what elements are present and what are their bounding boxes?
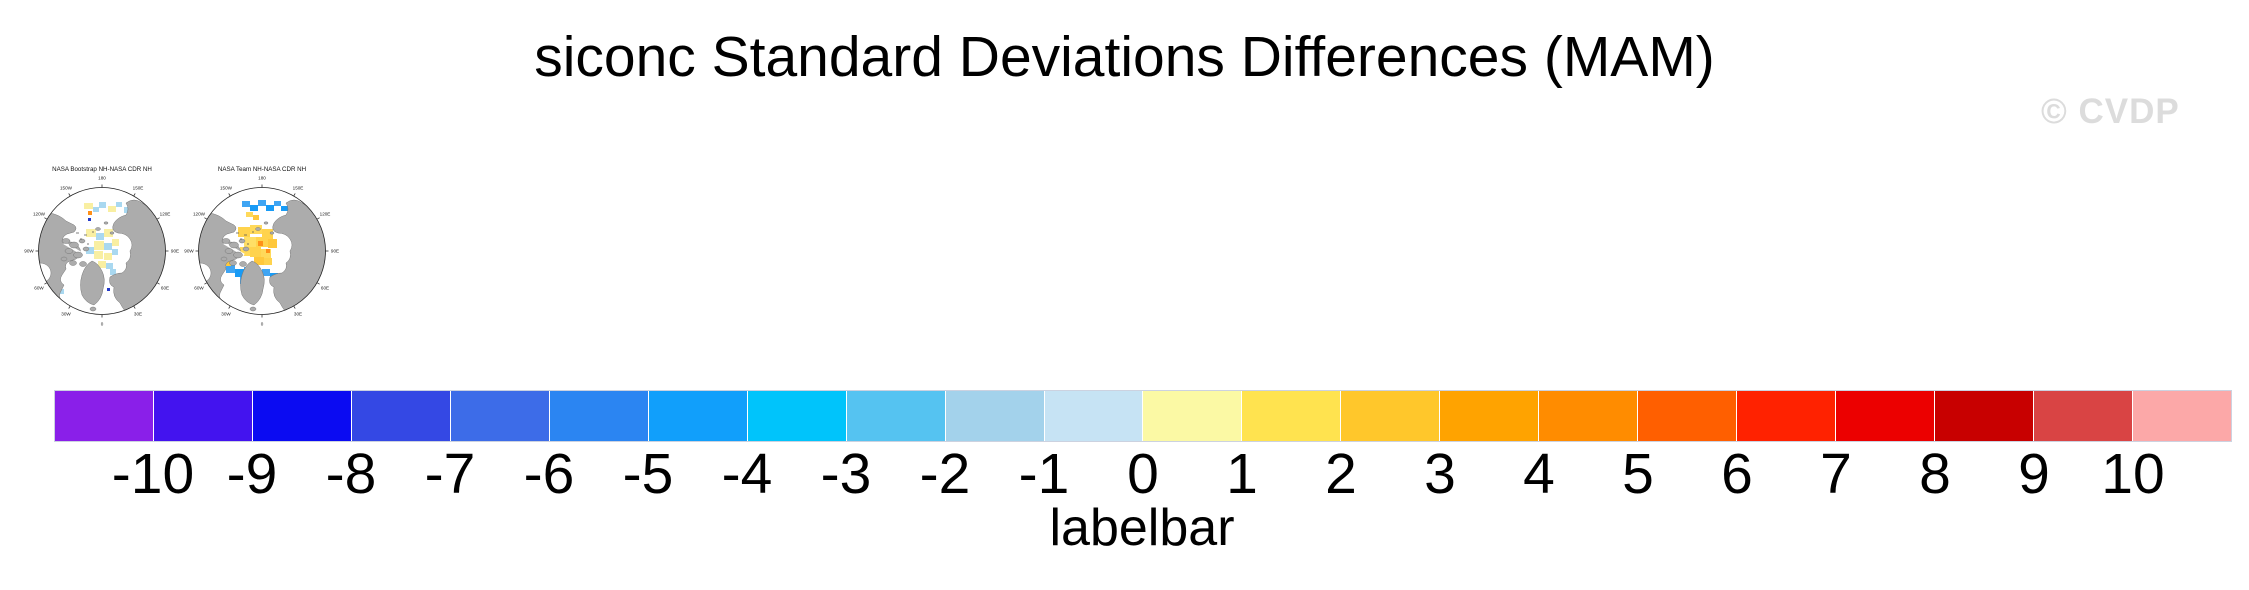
colorbar-segment [252, 391, 351, 441]
colorbar-segment [351, 391, 450, 441]
lon-label-150e: 150E [132, 185, 144, 191]
map-title: NASA Bootstrap NH-NASA CDR NH [52, 166, 152, 173]
lon-label-150w: 150W [59, 185, 73, 191]
colorbar-segment [945, 391, 1044, 441]
colorbar-tick-label: 1 [1226, 442, 1258, 506]
polar-map-icon [35, 184, 169, 318]
colorbar-segment [2133, 391, 2231, 441]
colorbar-tick-label: -7 [424, 442, 476, 506]
longitude-ticks [195, 184, 329, 318]
lon-label-60e: 60E [320, 285, 330, 291]
polar-map-icon [195, 184, 329, 318]
lon-label-60w: 60W [194, 285, 204, 291]
lon-label-90e: 90E [170, 248, 180, 254]
lon-label-60e: 60E [160, 285, 170, 291]
colorbar-segment [1836, 391, 1935, 441]
lon-label-120w: 120W [192, 211, 206, 217]
lon-label-0: 0 [260, 321, 264, 327]
lon-label-180: 180 [258, 175, 266, 181]
colorbar-tick-label: -9 [226, 442, 278, 506]
page-title: siconc Standard Deviations Differences (… [534, 25, 1715, 89]
colorbar-tick-label: -5 [622, 442, 674, 506]
colorbar-tick-label: 6 [1721, 442, 1753, 506]
colorbar-tick-label: -4 [721, 442, 773, 506]
colorbar-segment [1638, 391, 1737, 441]
colorbar-tick-label: -10 [111, 442, 195, 506]
colorbar-tick-label: 5 [1622, 442, 1654, 506]
colorbar-segment [648, 391, 747, 441]
colorbar-segment [1242, 391, 1341, 441]
map-title: NASA Team NH-NASA CDR NH [217, 166, 307, 173]
graticule-dashes [236, 231, 254, 245]
colorbar-tick-label: 3 [1424, 442, 1456, 506]
colorbar-caption: labelbar [1049, 499, 1235, 557]
colorbar-tick-label: -6 [523, 442, 575, 506]
colorbar-tick-label: -2 [919, 442, 971, 506]
colorbar-segment [846, 391, 945, 441]
lon-label-120e: 120E [319, 211, 331, 217]
colorbar [54, 390, 2232, 442]
colorbar-segment [1143, 391, 1242, 441]
colorbar-segment [1539, 391, 1638, 441]
lon-label-30e: 30E [133, 311, 143, 317]
colorbar-tick-label: -1 [1018, 442, 1070, 506]
lon-label-150e: 150E [292, 185, 304, 191]
cvdp-watermark: © CVDP [2041, 92, 2180, 131]
graticule-dashes [76, 231, 94, 245]
longitude-ticks [35, 184, 169, 318]
colorbar-tick-label: 10 [2101, 442, 2165, 506]
map-panel-nasa-bootstrap: NASA Bootstrap NH-NASA CDR NH [20, 166, 184, 336]
colorbar-tick-label: 7 [1820, 442, 1852, 506]
colorbar-segment [1341, 391, 1440, 441]
colorbar-segment [2034, 391, 2133, 441]
lon-label-0: 0 [100, 321, 104, 327]
colorbar-segment [1935, 391, 2034, 441]
colorbar-tick-label: 9 [2018, 442, 2050, 506]
colorbar-segment [549, 391, 648, 441]
lon-label-30w: 30W [221, 311, 231, 317]
colorbar-tick-label: 2 [1325, 442, 1357, 506]
colorbar-tick-label: 4 [1523, 442, 1555, 506]
colorbar-tick-label: -8 [325, 442, 377, 506]
lon-label-30w: 30W [61, 311, 71, 317]
colorbar-tick-label: -3 [820, 442, 872, 506]
colorbar-segment [450, 391, 549, 441]
colorbar-segment [1044, 391, 1143, 441]
colorbar-tick-label: 8 [1919, 442, 1951, 506]
lon-label-90w: 90W [24, 248, 34, 254]
lon-label-60w: 60W [34, 285, 44, 291]
colorbar-tick-label: 0 [1127, 442, 1159, 506]
lon-label-90e: 90E [330, 248, 340, 254]
lon-label-90w: 90W [184, 248, 194, 254]
lon-label-150w: 150W [219, 185, 233, 191]
lon-label-180: 180 [98, 175, 106, 181]
colorbar-segment [153, 391, 252, 441]
lon-label-30e: 30E [293, 311, 303, 317]
colorbar-segment [1440, 391, 1539, 441]
lon-label-120w: 120W [32, 211, 46, 217]
colorbar-segment [55, 391, 153, 441]
colorbar-segment [747, 391, 846, 441]
lon-label-120e: 120E [159, 211, 171, 217]
map-panel-nasa-team: NASA Team NH-NASA CDR NH [180, 166, 344, 336]
colorbar-segment [1737, 391, 1836, 441]
